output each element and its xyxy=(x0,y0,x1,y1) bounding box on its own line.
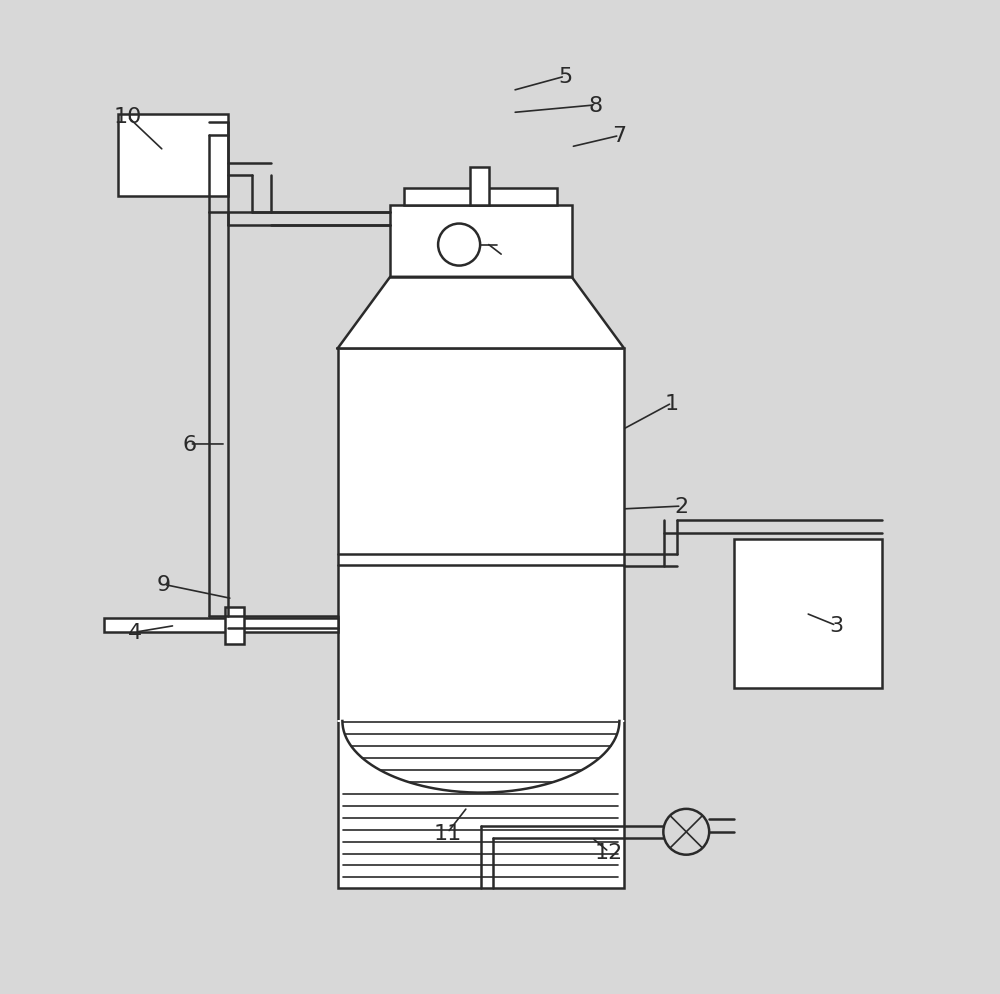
Text: 1: 1 xyxy=(665,394,679,414)
Bar xyxy=(470,168,489,206)
Text: 5: 5 xyxy=(558,68,572,87)
Text: 6: 6 xyxy=(182,434,197,454)
Text: 2: 2 xyxy=(674,497,689,517)
Text: 8: 8 xyxy=(588,95,603,115)
Text: 10: 10 xyxy=(113,107,142,127)
Text: 7: 7 xyxy=(612,126,626,146)
Polygon shape xyxy=(338,277,624,349)
Bar xyxy=(225,607,244,644)
Bar xyxy=(404,189,557,206)
Text: 11: 11 xyxy=(433,823,462,843)
Bar xyxy=(390,206,572,277)
Text: 9: 9 xyxy=(157,575,171,594)
Bar xyxy=(104,618,338,632)
Bar xyxy=(734,540,882,688)
Bar xyxy=(118,115,228,197)
Polygon shape xyxy=(338,722,624,793)
Text: 3: 3 xyxy=(829,616,843,636)
Text: 12: 12 xyxy=(595,842,623,862)
Text: 4: 4 xyxy=(128,622,142,642)
Bar xyxy=(338,349,624,889)
